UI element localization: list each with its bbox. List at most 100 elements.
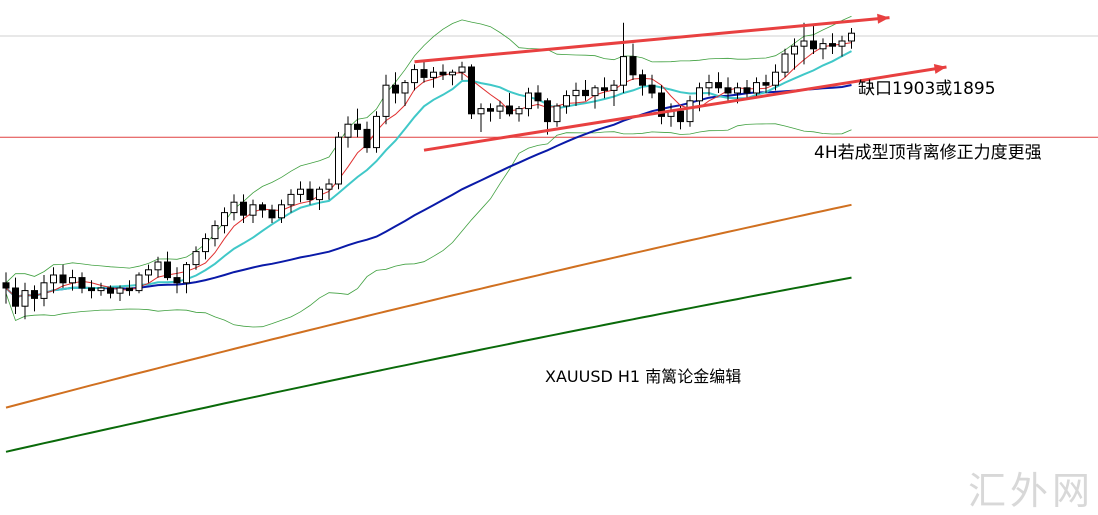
candle-body [183, 264, 190, 284]
candle-body [629, 56, 637, 76]
candle-body [126, 287, 133, 292]
candle-body [572, 89, 580, 97]
candle-body [211, 225, 219, 240]
candle-body [734, 87, 741, 94]
candle-body [259, 204, 266, 211]
candle-body [411, 69, 418, 84]
candle-body [306, 188, 314, 201]
candle-body [753, 82, 760, 94]
candle-body [677, 110, 684, 123]
candle-body [829, 43, 836, 47]
candle-body [240, 201, 247, 216]
candle-body [287, 193, 295, 206]
candle-body [78, 277, 86, 289]
candle-body [97, 287, 105, 292]
candle-body [800, 40, 808, 47]
candle-body [582, 89, 589, 97]
candle-body [278, 204, 285, 219]
candle-body [344, 123, 352, 138]
candle-body [610, 84, 618, 91]
candle-body [449, 71, 456, 76]
candle-body [382, 84, 390, 117]
candle-body [249, 204, 257, 216]
candle-body [335, 136, 342, 185]
candle-body [601, 87, 608, 91]
candle-body [515, 108, 523, 115]
upper-trend-arrow-head [877, 13, 890, 24]
candle-body [325, 183, 333, 190]
moving-averages [5, 15, 852, 453]
candle-body [696, 87, 703, 102]
candle-body [639, 74, 646, 86]
candle-body [819, 43, 827, 50]
candle-body [658, 92, 665, 117]
candle-body [468, 66, 475, 115]
candle-body [544, 100, 551, 123]
candle-body [439, 71, 447, 76]
candle-body [791, 45, 798, 55]
candle-body [145, 269, 152, 276]
candle-body [591, 87, 599, 97]
candle-body [420, 69, 428, 78]
candle-body [69, 277, 76, 284]
candle-body [135, 274, 143, 292]
candle-body [88, 287, 95, 292]
bollinger-upper-line [5, 15, 852, 284]
gap-annotation: 缺口1903或1895 [858, 79, 996, 99]
candle-body [525, 92, 532, 110]
ma-long-green-line [5, 276, 852, 453]
candle-body [268, 209, 276, 219]
candle-body [12, 287, 19, 307]
guide-lines [0, 35, 1098, 138]
candle-body [192, 251, 200, 266]
candle-body [373, 115, 380, 149]
lower-trend-arrow-line [423, 65, 947, 152]
candle-body [107, 287, 114, 294]
ma-red-line [5, 42, 852, 298]
ma-blue-line [5, 84, 852, 299]
candle-body [40, 282, 48, 299]
upper-trend-arrow-line [414, 16, 890, 64]
candle-body [534, 92, 542, 102]
candle-body [21, 290, 29, 307]
candle-body [59, 274, 67, 284]
trend-arrows [414, 13, 947, 152]
bollinger-lower-line [5, 123, 852, 328]
candle-body [715, 82, 722, 89]
candle-body [354, 123, 361, 130]
candles [2, 22, 855, 320]
candle-body [31, 290, 38, 299]
candle-body [202, 238, 209, 253]
candle-body [430, 71, 437, 78]
candle-body [477, 108, 485, 115]
candle-body [781, 53, 789, 73]
candle-body [221, 212, 228, 227]
candle-body [116, 287, 124, 294]
lower-trend-arrow-head [933, 63, 947, 74]
candle-body [724, 87, 732, 94]
candle-body [363, 128, 371, 149]
watermark: 汇外网 [968, 469, 1095, 513]
candle-body [506, 105, 513, 115]
candle-body [230, 201, 238, 214]
candle-body [686, 100, 694, 123]
candle-body [458, 66, 466, 73]
candle-body [164, 261, 171, 279]
candle-body [173, 277, 181, 284]
candle-body [772, 71, 779, 86]
candle-body [563, 95, 570, 107]
candle-body [154, 261, 162, 271]
ma-long-orange-line [5, 203, 852, 409]
candle-body [50, 274, 57, 284]
divergence-annotation: 4H若成型顶背离修正力度更强 [814, 143, 1042, 163]
candle-body [620, 56, 627, 86]
symbol-label: XAUUSD H1 南篱论金编辑 [545, 367, 742, 386]
candle-body [392, 84, 399, 94]
candle-body [401, 82, 409, 94]
candle-body [496, 105, 504, 112]
candle-body [648, 84, 656, 94]
candle-body [762, 82, 770, 86]
candle-body [487, 108, 494, 112]
candle-body [553, 105, 561, 123]
